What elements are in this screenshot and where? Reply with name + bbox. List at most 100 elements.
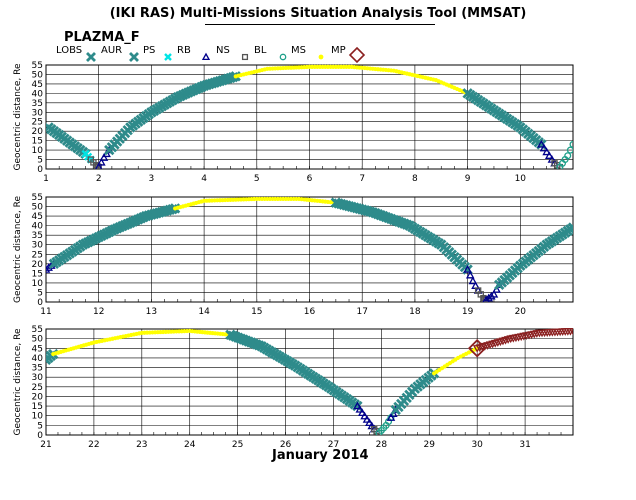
x-tick-label: 11 — [40, 307, 51, 317]
point-rb — [484, 293, 493, 302]
x-tick-label: 27 — [328, 440, 339, 450]
x-tick-label: 30 — [471, 440, 483, 450]
point-bl — [564, 152, 572, 160]
y-tick-label: 10 — [32, 279, 44, 289]
y-axis-label: Geocentric distance, Re — [13, 63, 23, 170]
y-tick-label: 35 — [32, 99, 43, 109]
point-rb — [489, 289, 499, 298]
ns-icon — [241, 53, 249, 61]
x-tick-label: 24 — [184, 440, 196, 450]
x-tick-label: 25 — [232, 440, 243, 450]
x-tick-label: 10 — [515, 174, 527, 184]
x-tick-label: 8 — [412, 174, 418, 184]
point-rb — [97, 157, 106, 166]
orbit-trace — [46, 196, 573, 302]
y-tick-label: 20 — [32, 260, 44, 270]
lobs-icon — [86, 52, 96, 62]
x-tick-label: 5 — [254, 174, 260, 184]
y-tick-label: 30 — [32, 373, 44, 383]
x-tick-label: 21 — [40, 440, 51, 450]
y-tick-label: 5 — [37, 288, 43, 298]
point-rb — [463, 265, 472, 273]
point-rb — [355, 404, 365, 413]
point-rb — [365, 418, 374, 427]
y-axis-label: Geocentric distance, Re — [13, 196, 23, 303]
mp-icon — [348, 46, 366, 64]
point-rb — [357, 408, 367, 417]
y-tick-label: 5 — [37, 421, 43, 431]
x-tick-label: 26 — [280, 440, 292, 450]
x-tick-label: 15 — [251, 307, 262, 317]
y-tick-label: 35 — [32, 231, 43, 241]
y-tick-label: 50 — [32, 203, 44, 213]
y-tick-label: 45 — [32, 80, 43, 90]
point-rb — [360, 411, 369, 420]
x-tick-label: 22 — [88, 440, 99, 450]
point-rb — [465, 270, 475, 279]
point-rb — [95, 162, 103, 169]
x-tick-label: 3 — [149, 174, 155, 184]
y-tick-label: 10 — [32, 412, 44, 422]
x-tick-label: 14 — [198, 307, 210, 317]
point-rb — [386, 413, 396, 421]
legend-mp-label: MP — [331, 45, 346, 56]
legend-ps-label: PS — [143, 45, 156, 56]
x-tick-label: 16 — [304, 307, 316, 317]
y-axis-label: Geocentric distance, Re — [13, 328, 23, 435]
x-tick-label: 17 — [356, 307, 367, 317]
point-rb — [99, 153, 109, 161]
y-tick-label: 30 — [32, 108, 44, 118]
legend-bl-label: BL — [254, 45, 267, 56]
legend-lobs-label: LOBS — [56, 45, 83, 56]
rb-icon — [201, 52, 211, 61]
ps-icon — [164, 53, 172, 61]
x-tick-label: 29 — [424, 440, 436, 450]
x-tick-label: 9 — [465, 174, 471, 184]
point-rb — [468, 276, 478, 285]
y-tick-label: 55 — [32, 193, 43, 203]
point-rb — [492, 285, 501, 293]
legend-icons — [86, 46, 366, 64]
mission-name: PLAZMA_F — [64, 30, 140, 45]
y-tick-label: 0 — [37, 298, 43, 308]
point-rb — [487, 291, 496, 300]
orbit-trace — [46, 64, 573, 169]
x-tick-label: 7 — [359, 174, 365, 184]
point-rb — [46, 265, 51, 273]
magnetopause-crossing-marker — [467, 338, 487, 358]
y-tick-label: 50 — [32, 335, 44, 345]
title-underline — [205, 24, 435, 25]
tool-title: (IKI RAS) Multi-Missions Situation Analy… — [109, 6, 527, 21]
x-tick-label: 20 — [515, 307, 527, 317]
y-tick-label: 25 — [32, 383, 43, 393]
y-tick-label: 15 — [32, 402, 43, 412]
point-rb — [482, 295, 490, 302]
y-tick-label: 25 — [32, 118, 43, 128]
y-tick-label: 15 — [32, 137, 43, 147]
y-tick-label: 30 — [32, 241, 44, 251]
y-tick-label: 20 — [32, 127, 44, 137]
x-tick-label: 6 — [307, 174, 313, 184]
y-tick-label: 25 — [32, 250, 43, 260]
y-tick-label: 20 — [32, 392, 44, 402]
point-bl — [566, 146, 573, 154]
y-tick-label: 0 — [37, 431, 43, 441]
x-tick-label: 23 — [136, 440, 147, 450]
point-bl — [569, 140, 573, 148]
point-rb — [544, 151, 554, 159]
x-tick-label: 19 — [462, 307, 474, 317]
point-mp — [568, 328, 573, 336]
point-rb — [539, 143, 549, 152]
point-rb — [537, 139, 546, 148]
legend-aur-label: AUR — [101, 45, 123, 56]
point-rb — [353, 401, 362, 410]
y-tick-label: 55 — [32, 325, 43, 335]
y-tick-label: 40 — [32, 89, 44, 99]
y-tick-label: 45 — [32, 212, 43, 222]
y-tick-label: 15 — [32, 269, 43, 279]
legend-ns-label: NS — [216, 45, 230, 56]
